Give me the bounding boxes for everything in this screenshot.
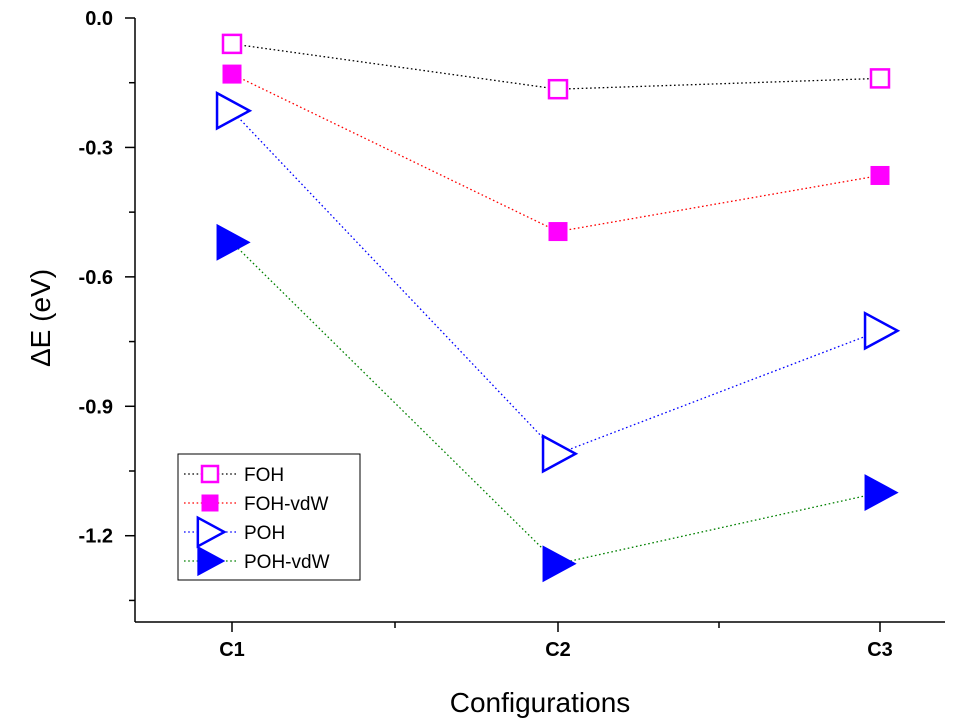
data-point-foh-vdw — [222, 64, 242, 84]
x-tick-label: C2 — [545, 639, 571, 661]
data-point-foh — [547, 78, 569, 100]
legend-marker — [200, 464, 220, 484]
y-tick-label: -0.3 — [79, 137, 113, 159]
data-point-poh-vdw — [216, 223, 251, 261]
series-markers — [215, 33, 901, 583]
y-tick-label: -1.2 — [79, 526, 113, 548]
x-axis-title: Configurations — [450, 687, 631, 718]
data-point-foh-vdw — [548, 222, 568, 242]
data-point-foh — [221, 33, 243, 55]
legend-label: POH-vdW — [244, 552, 330, 573]
axes: 0.0 -0.3 -0.6 -0.9 -1.2 C1 C2 C3 — [79, 8, 945, 661]
y-tick-label: -0.9 — [79, 396, 113, 418]
data-point-foh — [869, 68, 891, 89]
data-point-poh — [541, 434, 579, 474]
legend-label: FOH-vdW — [244, 494, 329, 515]
y-tick-label: 0.0 — [85, 8, 113, 30]
x-tick-label: C1 — [219, 639, 245, 661]
data-point-poh-vdw — [864, 474, 899, 512]
legend-label: POH — [244, 523, 285, 544]
data-point-poh — [863, 311, 901, 351]
legend-marker — [197, 545, 226, 577]
legend-marker — [196, 515, 227, 549]
legend-label: FOH — [244, 465, 284, 486]
data-point-poh — [215, 91, 253, 131]
series-line-poh — [231, 110, 881, 455]
y-tick-label: -0.6 — [79, 267, 113, 289]
data-point-foh-vdw — [870, 165, 890, 185]
data-point-poh-vdw — [542, 545, 577, 583]
y-axis-title: ΔE (eV) — [25, 269, 56, 367]
x-tick-label: C3 — [867, 639, 893, 661]
legend-marker — [201, 494, 219, 512]
legend: FOH FOH-vdW POH POH-vdW — [177, 453, 361, 581]
